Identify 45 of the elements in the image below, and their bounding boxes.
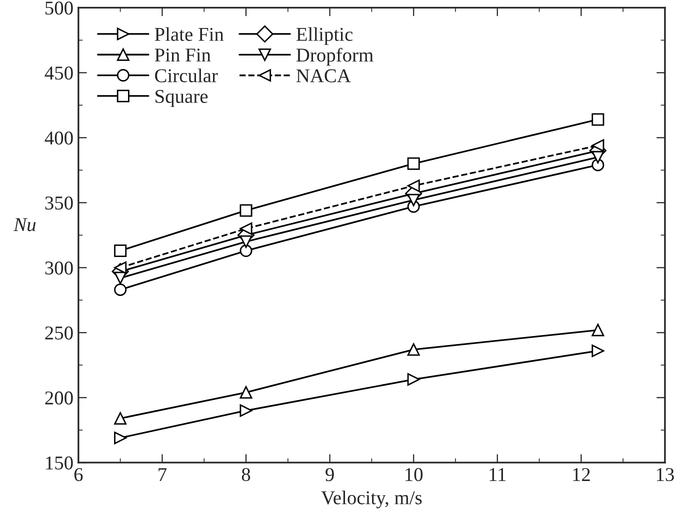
y-tick-label: 200 [45,391,73,405]
x-tick-label: 9 [326,468,334,482]
point [114,272,127,284]
legend-label: NACA [296,69,351,82]
y-tick-label: 450 [44,66,73,80]
point [240,404,252,417]
x-tick-label: 7 [158,468,167,481]
point [240,222,252,235]
y-tick-label: 250 [45,326,73,340]
x-tick-label: 10 [406,468,423,482]
point [592,324,604,336]
legend-label: Elliptic [296,27,353,45]
y-tick-label: 350 [45,196,73,210]
legend-label: Square [156,90,208,107]
legend-label: Pin Fin [154,48,211,62]
x-axis-title: Velocity, m/s [321,490,422,508]
y-axis-title: Nu [13,218,36,232]
point [114,412,127,425]
point [592,344,604,358]
point [114,283,127,296]
y-tick-label: 400 [44,131,73,145]
point [592,150,604,164]
point [407,180,420,192]
point [114,244,127,257]
point [407,373,420,386]
point [240,235,252,248]
y-tick-label: 150 [46,456,73,470]
x-tick-label: 6 [74,468,83,482]
x-tick-label: 13 [656,468,674,482]
point [240,386,252,399]
y-tick-label: 500 [46,2,73,15]
y-tick-label: 300 [45,261,73,275]
legend-label: Circular [155,68,218,82]
point [114,432,127,444]
point [240,244,252,257]
point [407,157,420,170]
legend-label: Plate Fin [154,27,224,41]
point [592,113,604,126]
x-tick-label: 8 [242,468,250,482]
point [407,194,420,206]
x-tick-label: 12 [573,468,590,481]
point [407,343,420,356]
legend-label: Dropform [296,48,374,66]
x-tick-label: 11 [490,468,506,481]
point [240,204,252,217]
